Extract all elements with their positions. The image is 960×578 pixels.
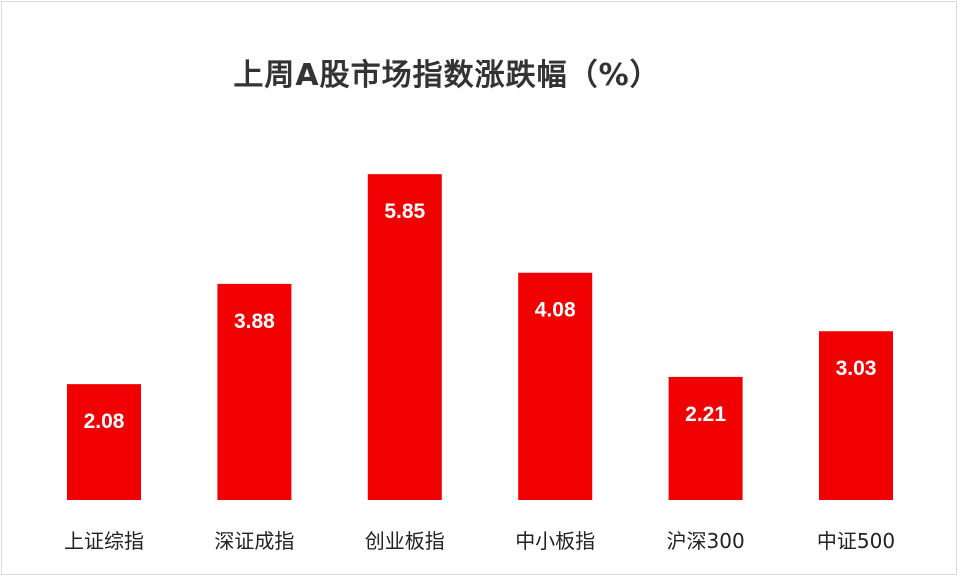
bar-1	[217, 283, 292, 500]
bar-3	[518, 272, 593, 500]
x-tick-label: 上证综指	[64, 529, 144, 553]
bar-5	[819, 331, 893, 500]
x-tick-label: 创业板指	[365, 529, 445, 553]
x-tick-label: 深证成指	[214, 529, 294, 553]
data-label: 2.21	[685, 403, 726, 426]
data-label: 4.08	[535, 299, 576, 322]
x-tick-label: 中小板指	[515, 529, 595, 553]
bar-0	[67, 384, 141, 500]
data-label: 2.08	[84, 410, 125, 433]
data-label: 3.88	[234, 310, 275, 333]
chart-title: 上周A股市场指数涨跌幅（%）	[233, 58, 661, 93]
bar-2	[367, 174, 442, 500]
x-tick-label: 沪深300	[667, 529, 745, 553]
data-label: 3.03	[836, 357, 877, 380]
x-tick-label: 中证500	[817, 529, 895, 553]
data-label: 5.85	[384, 200, 425, 223]
bar-4	[668, 376, 743, 500]
